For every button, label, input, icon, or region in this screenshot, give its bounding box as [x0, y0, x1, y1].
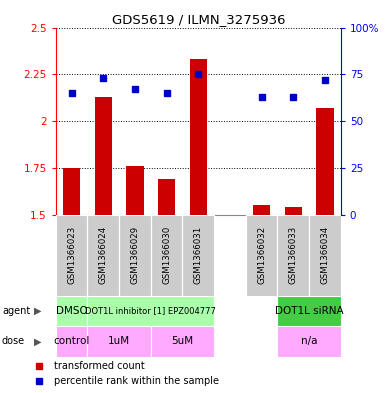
Bar: [278, 296, 341, 326]
Bar: [253, 205, 270, 215]
Text: DOT1L siRNA: DOT1L siRNA: [275, 306, 343, 316]
Text: GSM1366023: GSM1366023: [67, 226, 76, 284]
Bar: [56, 215, 87, 296]
Text: GSM1366032: GSM1366032: [257, 226, 266, 284]
Text: GSM1366033: GSM1366033: [289, 226, 298, 284]
Bar: [151, 215, 182, 296]
Bar: [278, 326, 341, 357]
Text: 1uM: 1uM: [108, 336, 130, 346]
Text: transformed count: transformed count: [54, 361, 145, 371]
Text: agent: agent: [2, 306, 30, 316]
Bar: [182, 215, 214, 296]
Title: GDS5619 / ILMN_3275936: GDS5619 / ILMN_3275936: [112, 13, 285, 26]
Text: percentile rank within the sample: percentile rank within the sample: [54, 376, 219, 386]
Bar: [119, 215, 151, 296]
Text: DMSO: DMSO: [56, 306, 87, 316]
Bar: [309, 215, 341, 296]
Text: DOT1L inhibitor [1] EPZ004777: DOT1L inhibitor [1] EPZ004777: [85, 307, 216, 315]
Text: n/a: n/a: [301, 336, 317, 346]
Bar: [285, 207, 302, 215]
Bar: [278, 215, 309, 296]
Bar: [56, 326, 87, 357]
Bar: [95, 97, 112, 215]
Text: GSM1366024: GSM1366024: [99, 226, 108, 284]
Bar: [63, 168, 80, 215]
Text: control: control: [54, 336, 90, 346]
Bar: [151, 326, 214, 357]
Text: GSM1366029: GSM1366029: [131, 226, 139, 284]
Bar: [87, 215, 119, 296]
Bar: [87, 296, 214, 326]
Text: ▶: ▶: [34, 336, 41, 346]
Text: GSM1366034: GSM1366034: [320, 226, 330, 284]
Bar: [246, 215, 278, 296]
Bar: [158, 179, 175, 215]
Bar: [56, 296, 87, 326]
Text: dose: dose: [2, 336, 25, 346]
Text: ▶: ▶: [34, 306, 41, 316]
Bar: [189, 59, 207, 215]
Text: GSM1366031: GSM1366031: [194, 226, 203, 284]
Bar: [87, 326, 151, 357]
Text: 5uM: 5uM: [171, 336, 194, 346]
Bar: [126, 166, 144, 215]
Bar: [316, 108, 333, 215]
Text: GSM1366030: GSM1366030: [162, 226, 171, 284]
